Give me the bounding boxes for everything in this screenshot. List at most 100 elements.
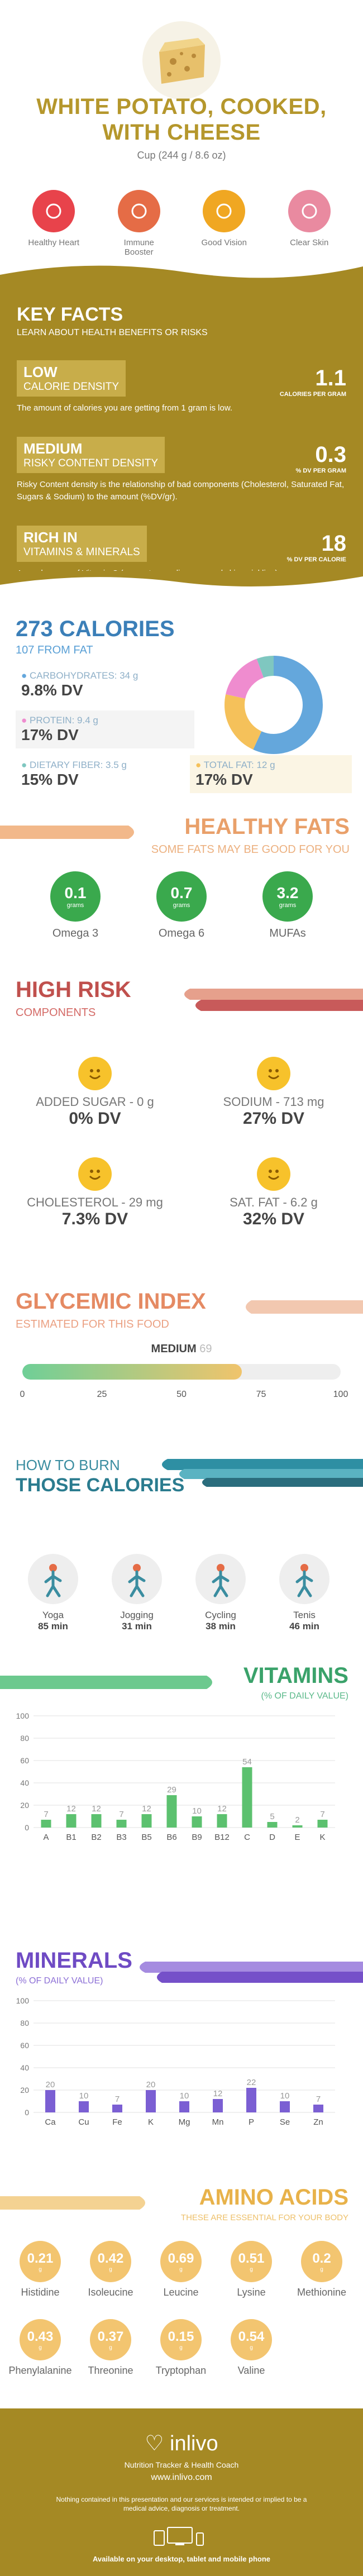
activity-label: Jogging xyxy=(120,1610,154,1620)
activity-item: Yoga 85 min xyxy=(17,1554,89,1632)
footer-tagline: Nutrition Tracker & Health Coach xyxy=(124,2460,239,2469)
amino-item: 0.54 g Valine xyxy=(218,2319,285,2377)
amino-unit: g xyxy=(39,2266,42,2273)
gi-level: MEDIUM xyxy=(151,1343,197,1355)
amino-unit: g xyxy=(179,2266,183,2273)
fat-badge: 0.1 grams xyxy=(50,871,101,922)
bar xyxy=(116,1820,127,1828)
burn-title-1: HOW TO BURN xyxy=(16,1457,120,1473)
immune-icon xyxy=(117,190,160,232)
amino-unit: g xyxy=(179,2344,183,2351)
glycemic-index-section: GLYCEMIC INDEX ESTIMATED FOR THIS FOOD M… xyxy=(0,1286,363,1442)
gi-ticks: 0 25 50 75 100 xyxy=(20,1390,348,1403)
bar xyxy=(280,2101,290,2112)
x-tick-label: Se xyxy=(280,2117,290,2127)
burn-title-2: THOSE CALORIES xyxy=(16,1475,185,1496)
devices-icon xyxy=(0,2525,363,2550)
activity-label: Yoga xyxy=(42,1610,64,1620)
key-fact-name: CALORIE DENSITY xyxy=(23,381,120,393)
fat-label: MUFAs xyxy=(269,927,306,939)
benefit-label: Healthy Heart xyxy=(28,238,80,247)
calories-title: 273 CALORIES xyxy=(16,617,175,641)
fat-unit: grams xyxy=(173,902,190,909)
x-tick-label: B2 xyxy=(91,1833,101,1842)
risk-dv: 32% DV xyxy=(242,1210,305,1228)
wave-divider xyxy=(0,265,363,286)
brand-logo-icon: ♡ xyxy=(145,2432,164,2455)
y-tick-label: 40 xyxy=(20,1778,29,1787)
fiber-dv: 15% DV xyxy=(21,771,79,788)
amino-value: 0.15 xyxy=(168,2329,194,2344)
risk-item: CHOLESTEROL - 29 mg 7.3% DV xyxy=(22,1157,168,1229)
x-tick-label: A xyxy=(43,1833,49,1842)
key-fact-label: RICH IN VITAMINS & MINERALS xyxy=(17,526,147,562)
bar-value-label: 7 xyxy=(119,1810,123,1819)
fiber-label: DIETARY FIBER: 3.5 g xyxy=(30,760,127,770)
amino-badge: 0.69 g xyxy=(160,2241,202,2282)
gi-ribbon xyxy=(246,1300,363,1314)
smiley-icon xyxy=(78,1157,112,1191)
protein-dv: 17% DV xyxy=(21,726,79,743)
amino-item: 0.2 g Methionine xyxy=(288,2241,355,2298)
fat-badge: 0.7 grams xyxy=(156,871,207,922)
bar xyxy=(41,1820,51,1828)
bar-value-label: 10 xyxy=(180,2091,189,2101)
protein-block: ● PROTEIN: 9.4 g 17% DV xyxy=(16,710,194,748)
key-fact-value: 1.1 xyxy=(315,366,346,390)
donut-fiber xyxy=(225,656,323,754)
fat-value: 0.7 xyxy=(170,884,193,901)
fat-item: 3.2 grams MUFAs xyxy=(246,871,329,940)
bar-value-label: 2 xyxy=(295,1815,299,1825)
amino-value: 0.21 xyxy=(27,2250,54,2266)
x-tick-label: K xyxy=(148,2117,154,2127)
bar-value-label: 12 xyxy=(66,1804,76,1814)
amino-label: Methionine xyxy=(297,2287,347,2298)
key-fact-label: LOW CALORIE DENSITY xyxy=(17,360,126,397)
amino-badge: 0.54 g xyxy=(231,2319,272,2360)
heart-icon xyxy=(32,190,75,232)
fat-label: TOTAL FAT: 12 g xyxy=(203,760,275,770)
bar-value-label: 7 xyxy=(115,2095,120,2104)
smiley-icon xyxy=(257,1057,290,1090)
gi-value: 69 xyxy=(199,1343,212,1355)
minerals-ribbon xyxy=(140,1962,363,1983)
key-fact-unit: % DV PER CALORIE xyxy=(286,556,346,563)
amino-label: Isoleucine xyxy=(88,2287,133,2298)
benefit-3: Clear Skin xyxy=(279,190,340,257)
key-fact-unit: % DV PER GRAM xyxy=(295,468,346,474)
bar-value-label: 20 xyxy=(146,2080,156,2090)
bar xyxy=(217,1814,227,1828)
amino-label: Tryptophan xyxy=(155,2365,207,2376)
header: WHITE POTATO, COOKED, WITH CHEESE Cup (2… xyxy=(0,0,363,286)
bar xyxy=(79,2101,89,2112)
vitamins-section: VITAMINS (% OF DAILY VALUE) 0 20 40 60 80 100… xyxy=(0,1660,363,1945)
risk-dv: 7.3% DV xyxy=(61,1210,128,1228)
carbs-label: CARBOHYDRATES: 34 g xyxy=(30,670,138,681)
fat-item: 0.7 grams Omega 6 xyxy=(140,871,223,940)
bar-value-label: 12 xyxy=(213,2089,223,2098)
bar-value-label: 10 xyxy=(79,2091,89,2101)
activity-item: Jogging 31 min xyxy=(101,1554,173,1632)
benefit-label: Immune Booster xyxy=(123,238,154,257)
amino-acids-section: AMINO ACIDS THESE ARE ESSENTIAL FOR YOUR… xyxy=(0,2185,363,2408)
gi-tick-label: 50 xyxy=(176,1390,187,1399)
bar xyxy=(313,2105,323,2112)
high-risk-section: HIGH RISK COMPONENTS ADDED SUGAR - 0 g 0%… xyxy=(0,973,363,1286)
amino-value: 0.69 xyxy=(168,2250,194,2266)
vitamins-bar-chart: 0 20 40 60 80 100 7 A 12 B1 12 B2 7 B3 12 B5 29 B6 10 B9 12 B… xyxy=(16,1711,335,1842)
activity-minutes: 85 min xyxy=(38,1621,68,1632)
key-fact-description: The amount of calories you are getting f… xyxy=(17,403,233,413)
key-facts-section: KEY FACTS LEARN ABOUT HEALTH BENEFITS OR… xyxy=(0,286,363,586)
activity-item: Tenis 46 min xyxy=(268,1554,341,1632)
burn-ribbon xyxy=(162,1459,363,1487)
calories-section: 273 CALORIES 107 FROM FAT ● CARBOHYDRATE… xyxy=(0,576,363,811)
fat-value: 0.1 xyxy=(64,884,87,901)
y-tick-label: 100 xyxy=(16,1711,30,1720)
fat-block: ● TOTAL FAT: 12 g 17% DV xyxy=(190,755,352,793)
x-tick-label: B3 xyxy=(116,1833,126,1842)
minerals-bar-chart: 0 20 40 60 80 100 20 Ca 10 Cu 7 Fe 20 K 10 Mg 12 Mn 22 P 10 S… xyxy=(16,1996,335,2127)
footer-url[interactable]: www.inlivo.com xyxy=(151,2473,212,2482)
amino-item: 0.69 g Leucine xyxy=(147,2241,214,2298)
amino-value: 0.2 xyxy=(312,2250,331,2266)
fat-badge: 3.2 grams xyxy=(262,871,313,922)
